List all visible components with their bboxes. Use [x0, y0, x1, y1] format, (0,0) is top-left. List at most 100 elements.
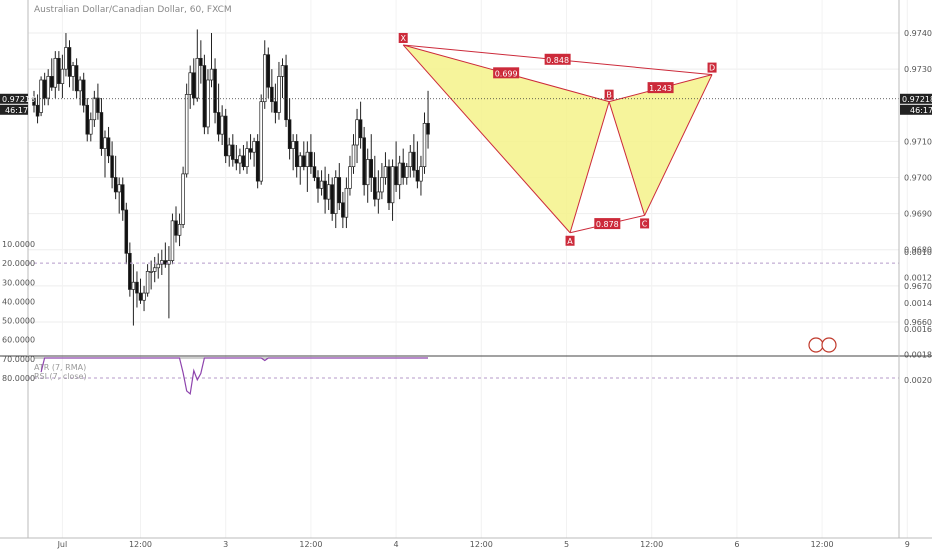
svg-text:46:17: 46:17: [5, 106, 28, 115]
candle-body: [266, 54, 271, 88]
candle-body: [163, 260, 168, 265]
event-icons[interactable]: [808, 337, 837, 353]
harmonic-pattern[interactable]: X A B C D 0.699 0.848 1.243 0.878: [398, 32, 717, 246]
candle-body: [138, 292, 143, 301]
candle-body: [316, 177, 320, 189]
candle-body: [337, 177, 342, 204]
pattern-leg[interactable]: [644, 74, 713, 216]
pattern-leg[interactable]: [569, 101, 610, 233]
candle-body: [305, 151, 310, 168]
pattern-point-badge: [565, 235, 575, 246]
candle-body: [85, 104, 89, 135]
candle-body: [270, 86, 274, 103]
pattern-leg[interactable]: [402, 44, 571, 234]
atr-tick-label: 0.0020: [904, 376, 932, 385]
indicator-legend: RSI (7, close): [34, 372, 87, 381]
candle-body: [220, 115, 224, 135]
candle-body: [323, 180, 327, 200]
pattern-point-c[interactable]: C: [640, 218, 650, 229]
candle-body: [380, 177, 384, 193]
candle-body: [142, 292, 146, 301]
candle-body: [319, 180, 324, 189]
time-tick-label: 6: [734, 540, 739, 549]
candle-body: [216, 112, 221, 135]
pattern-point-d[interactable]: D: [707, 62, 717, 73]
candle-body: [294, 141, 299, 168]
chart-title: Australian Dollar/Canadian Dollar, 60, F…: [34, 5, 232, 15]
time-tick-label: 12:00: [129, 540, 152, 549]
candle-body: [312, 166, 317, 178]
candle-body: [231, 144, 235, 160]
pattern-point-x[interactable]: X: [398, 32, 408, 43]
candle-body: [369, 159, 374, 178]
candle-body: [89, 119, 93, 135]
candle-body: [113, 177, 118, 193]
candle-body: [96, 97, 100, 113]
candle-body: [128, 252, 132, 290]
rsi-tick-label: 40.0000: [2, 297, 35, 306]
candle-body: [67, 47, 72, 77]
atr-tick-label: 0.0018: [904, 350, 932, 359]
candle-body: [152, 267, 157, 272]
last-price-tag-left: 0.97218 46:17: [0, 93, 35, 115]
pattern-ratio-badge: [493, 67, 520, 79]
candle-series: [32, 29, 430, 326]
candle-body: [192, 72, 196, 99]
pattern-ratio-badge: [647, 82, 674, 94]
candle-body: [298, 155, 303, 168]
time-tick-label: 12:00: [470, 540, 493, 549]
candle-body: [42, 79, 47, 99]
pattern-leg[interactable]: [608, 101, 646, 216]
time-tick-label: 4: [394, 540, 399, 549]
candle-body: [49, 76, 54, 88]
candle-body: [422, 122, 427, 168]
candle-body: [302, 155, 306, 168]
candle-body: [167, 260, 171, 265]
candle-body: [273, 101, 278, 113]
candle-body: [426, 122, 430, 135]
candle-body: [57, 57, 61, 84]
candle-body: [227, 144, 232, 157]
candle-body: [419, 166, 423, 182]
pattern-point-b[interactable]: B: [604, 89, 614, 100]
atr-tick-label: 0.0012: [904, 274, 932, 283]
candle-body: [284, 65, 288, 121]
time-tick-label: 12:00: [640, 540, 663, 549]
pattern-point-label: C: [642, 219, 648, 228]
candle-body: [252, 141, 256, 153]
pattern-ratio-badge: [594, 218, 621, 230]
candle-body: [394, 166, 398, 186]
candle-body: [263, 54, 267, 103]
pattern-point-a[interactable]: A: [565, 235, 575, 246]
indicator-pane[interactable]: ATR (7, RMA)RSI (7, close): [28, 262, 899, 396]
candle-body: [81, 79, 86, 106]
pattern-ratio: 0.848: [544, 53, 571, 65]
candle-body: [103, 137, 107, 149]
time-tick-label: 3: [223, 540, 228, 549]
calendar-event-icon[interactable]: [821, 337, 837, 353]
pattern-ratio-label: 0.878: [596, 220, 619, 229]
pattern-point-badge: [398, 32, 408, 43]
candle-body: [241, 155, 246, 168]
candle-body: [373, 177, 377, 200]
rsi-tick-label: 10.0000: [2, 240, 35, 249]
candle-body: [401, 162, 405, 178]
last-price-tag-right: 0.97218 46:17: [900, 93, 932, 115]
rsi-tick-label: 20.0000: [2, 259, 35, 268]
candle-body: [64, 47, 68, 70]
candle-body: [238, 155, 242, 164]
pattern-point-badge: [604, 89, 614, 100]
candle-body: [209, 68, 214, 81]
time-axis[interactable]: Jul 12:00 3 12:00 4 12:00 5 12:00 6 12:00 9: [57, 540, 910, 549]
candle-body: [71, 65, 75, 77]
rsi-line: [40, 357, 428, 396]
calendar-event-icon[interactable]: [808, 337, 824, 353]
indicator-axes: 80.0000 70.0000 60.0000 50.0000 40.0000 30.00…: [2, 240, 932, 385]
candle-body: [234, 159, 239, 164]
